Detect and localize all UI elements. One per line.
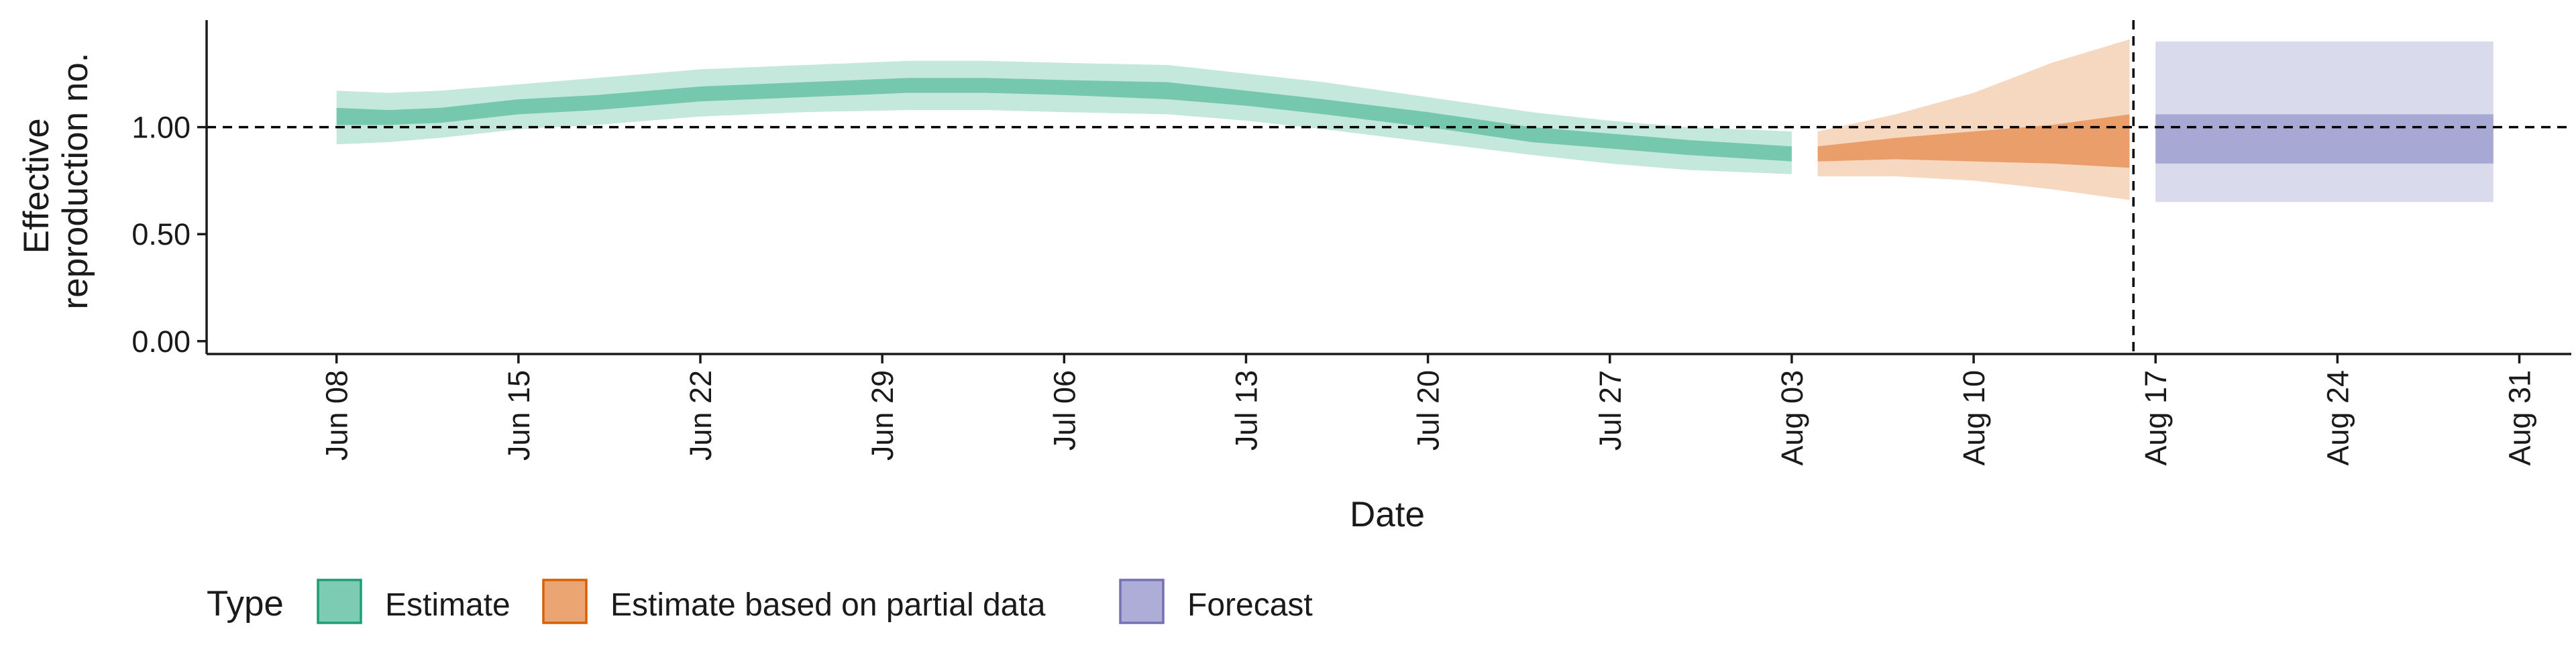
x-ticks: Jun 08 Jun 15 Jun 22 Jun 29 Jul 06 Jul 13 Jul … [320,354,2537,466]
y-ticks: 0.00 0.50 1.00 [131,111,207,359]
series-1-band-50 [1817,114,2130,168]
axes [205,20,2571,355]
x-tick-label-11: Aug 24 [2320,370,2355,466]
x-tick-label-3: Jun 29 [865,370,900,461]
x-axis-title: Date [1350,495,1425,534]
series-2-band-50 [2155,114,2493,164]
x-tick-label-5: Jul 13 [1229,370,1263,451]
series-0-band-90 [336,60,1792,174]
x-tick-label-10: Aug 17 [2139,370,2173,466]
x-tick-label-0: Jun 08 [320,370,354,461]
x-tick-label-9: Aug 10 [1957,370,1991,466]
x-tick-label-4: Jul 06 [1047,370,1081,451]
legend-key-0 [317,579,362,624]
legend-label-2: Forecast [1187,587,1313,623]
legend-label-1: Estimate based on partial data [610,587,1046,623]
legend-title: Type [207,584,284,624]
y-tick-label-1: 0.50 [131,217,191,251]
x-tick-label-2: Jun 22 [684,370,718,461]
legend-label-0: Estimate [385,587,511,623]
series-0-band-50 [336,78,1792,162]
x-tick-label-7: Jul 27 [1593,370,1627,451]
reference-lines [207,20,2571,354]
y-tick-label-0: 0.00 [131,325,191,359]
series-1-band-90 [1817,39,2130,200]
legend-key-1 [542,579,588,624]
y-tick-label-2: 1.00 [131,111,191,145]
x-tick-label-12: Aug 31 [2503,370,2537,466]
legend: Type Estimate Estimate based on partial d… [207,579,1313,624]
y-axis-title-line-1: Effective [17,118,56,253]
bands-layer [336,39,2493,202]
x-tick-label-1: Jun 15 [502,370,536,461]
x-tick-label-8: Aug 03 [1775,370,1809,466]
y-axis-title-line-2: reproduction no. [56,52,95,309]
legend-key-2 [1119,579,1165,624]
y-axis-title: Effective reproduction no. [17,52,95,309]
x-tick-label-6: Jul 20 [1411,370,1446,451]
